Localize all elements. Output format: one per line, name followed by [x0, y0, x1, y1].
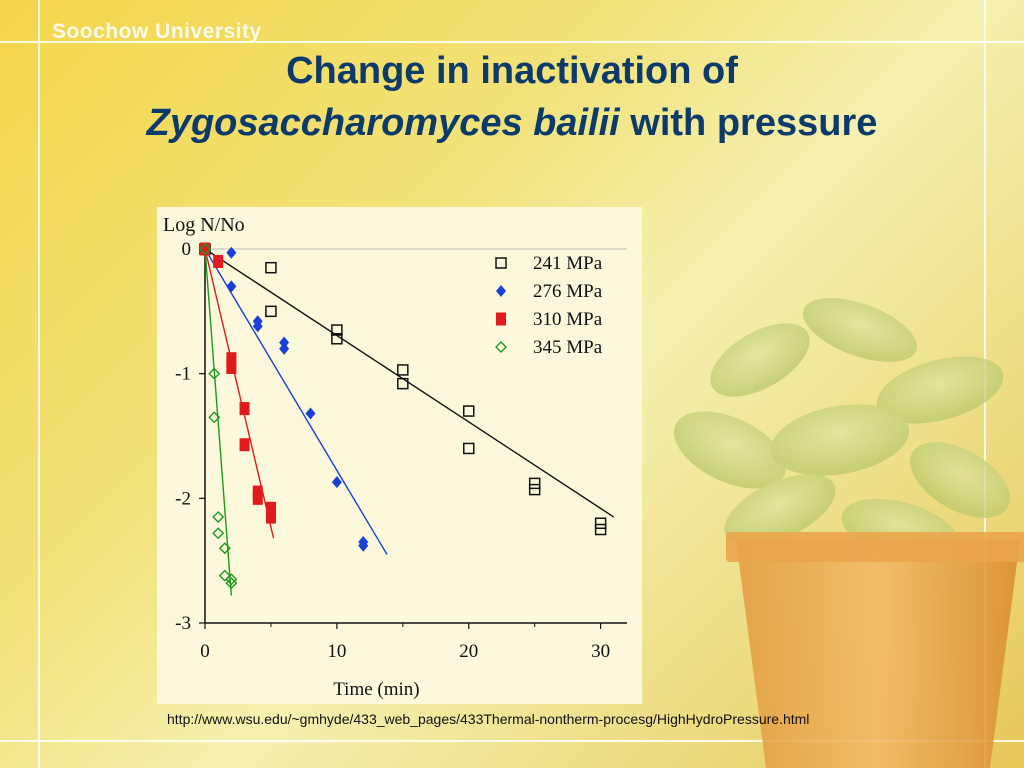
brand-text: Soochow University: [52, 20, 262, 43]
fit-line: [204, 248, 615, 518]
legend-marker: [495, 257, 507, 269]
data-point: [397, 364, 409, 376]
data-point: [225, 573, 238, 586]
data-point: [265, 510, 276, 524]
y-tick-label: -2: [175, 488, 191, 509]
data-point: [226, 360, 237, 374]
data-point: [239, 438, 250, 452]
data-point: [463, 442, 475, 455]
slide-title-line1: Change in inactivation of: [286, 50, 738, 92]
species-name: Zygosaccharomyces bailii: [146, 102, 620, 144]
data-point: [528, 483, 541, 496]
data-point: [226, 352, 237, 366]
data-point: [279, 336, 290, 349]
legend-marker: [495, 341, 507, 353]
y-tick-label: 0: [182, 239, 192, 260]
data-point: [225, 577, 238, 590]
data-point: [252, 491, 263, 505]
data-point: [213, 254, 224, 268]
data-point: [265, 261, 277, 274]
data-point: [199, 243, 211, 255]
y-tick-label: -3: [175, 613, 191, 634]
legend-label: 345 MPa: [533, 337, 603, 358]
data-point: [200, 242, 210, 256]
frame-line-top: [0, 41, 1024, 43]
data-point: [331, 476, 342, 489]
legend-marker: [496, 285, 506, 297]
data-point: [212, 527, 225, 540]
data-point: [218, 542, 231, 555]
data-point: [226, 246, 237, 259]
data-point: [397, 377, 409, 390]
data-point: [594, 523, 607, 536]
x-tick-label: 20: [459, 641, 478, 662]
data-point: [305, 407, 316, 420]
inactivation-chart: 0 -1 -2 -3 0 10 20 30 Log N/No Time (min) 241 MPa…: [163, 214, 627, 700]
legend-label: 241 MPa: [533, 253, 603, 274]
data-point: [331, 333, 343, 345]
data-point: [212, 511, 225, 524]
x-tick-label: 30: [591, 641, 610, 662]
data-point: [463, 405, 475, 417]
x-tick-label: 0: [200, 641, 210, 662]
legend-label: 276 MPa: [533, 281, 603, 302]
data-point: [218, 569, 231, 582]
fit-line: [204, 248, 275, 539]
y-axis-label: Log N/No: [163, 214, 245, 236]
x-axis-label: Time (min): [333, 679, 419, 700]
source-url: http://www.wsu.edu/~gmhyde/433_web_pages…: [167, 711, 810, 727]
data-point: [208, 367, 221, 380]
data-point: [265, 501, 276, 515]
data-point: [226, 280, 237, 293]
fit-line: [204, 248, 233, 596]
legend-label: 310 MPa: [533, 309, 603, 330]
fit-line: [204, 248, 388, 555]
data-point: [358, 539, 369, 552]
chart-panel: 0 -1 -2 -3 0 10 20 30 Log N/No Time (min) 241 MPa…: [157, 207, 642, 704]
y-tick-label: -1: [175, 364, 191, 385]
data-point: [265, 305, 277, 318]
slide-title-line2: Zygosaccharomyces bailii with pressure: [40, 98, 984, 148]
potted-plant-icon: [673, 298, 1024, 768]
data-point: [594, 517, 607, 530]
data-point: [208, 411, 221, 424]
frame-line-bottom: [0, 740, 1024, 742]
data-point: [279, 342, 290, 355]
legend-marker: [496, 312, 506, 326]
frame-line-left: [38, 0, 40, 768]
data-point: [239, 402, 250, 416]
data-point: [528, 477, 541, 490]
data-point: [331, 324, 343, 336]
x-tick-label: 10: [327, 641, 346, 662]
title-suffix: with pressure: [619, 102, 878, 144]
data-point: [252, 320, 263, 333]
